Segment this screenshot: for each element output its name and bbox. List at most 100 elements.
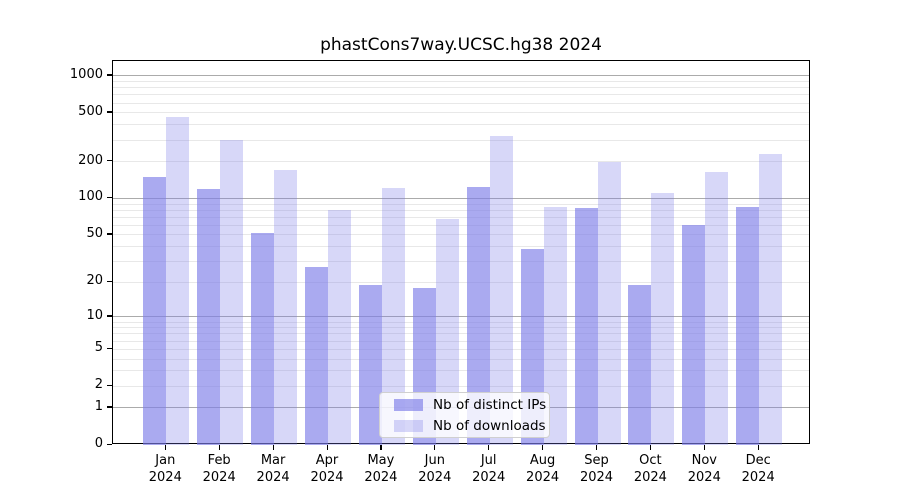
- bar-downloads-dec: [759, 153, 783, 445]
- y-tick-label-200: 200: [78, 152, 103, 168]
- bar-distinct-ips-nov: [682, 225, 706, 445]
- gridline-y-8: [113, 327, 809, 329]
- bar-distinct-ips-oct: [628, 284, 652, 445]
- gridline-y-3: [113, 370, 809, 372]
- x-tick-mark-jan: [164, 445, 166, 450]
- bar-downloads-may: [381, 187, 405, 445]
- gridline-y-6: [113, 340, 809, 342]
- bar-downloads-aug: [543, 207, 567, 445]
- bar-distinct-ips-mar: [251, 232, 275, 445]
- gridline-y-500: [113, 112, 809, 114]
- x-tick-label-jul: Jul 2024: [472, 453, 506, 485]
- gridline-y-100: [113, 197, 809, 199]
- gridline-y-9: [113, 321, 809, 323]
- x-tick-mark-jul: [488, 445, 490, 450]
- chart-title: phastCons7way.UCSC.hg38 2024: [320, 35, 602, 55]
- y-tick-mark-5: [107, 347, 112, 349]
- x-tick-label-may: May 2024: [364, 453, 398, 485]
- bar-downloads-apr: [328, 210, 351, 445]
- x-tick-label-aug: Aug 2024: [526, 453, 560, 485]
- x-tick-mark-aug: [542, 445, 544, 450]
- gridline-y-1000: [113, 75, 809, 77]
- x-tick-mark-nov: [703, 445, 705, 450]
- legend: Nb of distinct IPs Nb of downloads: [379, 392, 550, 438]
- x-tick-label-feb: Feb 2024: [202, 453, 236, 485]
- gridline-y-20: [113, 281, 809, 283]
- gridline-y-300: [113, 139, 809, 141]
- y-tick-label-5: 5: [94, 340, 103, 356]
- x-tick-mark-sep: [596, 445, 598, 450]
- gridline-y-2: [113, 385, 809, 387]
- gridline-y-4: [113, 358, 809, 360]
- x-tick-mark-oct: [649, 445, 652, 450]
- x-tick-label-dec: Dec 2024: [741, 453, 775, 485]
- y-tick-mark-200: [107, 160, 112, 162]
- y-tick-mark-1000: [107, 74, 112, 76]
- y-tick-mark-500: [107, 111, 112, 113]
- bar-downloads-feb: [220, 140, 244, 445]
- bar-downloads-nov: [705, 171, 729, 445]
- y-tick-mark-1: [107, 406, 112, 408]
- x-tick-label-apr: Apr 2024: [310, 453, 344, 485]
- x-tick-label-mar: Mar 2024: [256, 453, 290, 485]
- bar-distinct-ips-jul: [466, 186, 490, 445]
- legend-label-downloads: Nb of downloads: [433, 417, 546, 434]
- x-tick-label-nov: Nov 2024: [687, 453, 721, 485]
- gridline-y-400: [113, 124, 809, 126]
- y-tick-label-50: 50: [86, 225, 103, 241]
- x-tick-mark-feb: [218, 445, 220, 450]
- y-tick-label-20: 20: [86, 273, 103, 289]
- x-tick-label-jun: Jun 2024: [418, 453, 452, 485]
- bar-downloads-jun: [435, 218, 459, 445]
- gridline-y-5: [113, 348, 809, 350]
- gridline-y-800: [113, 87, 809, 89]
- legend-swatch-downloads: [394, 419, 423, 432]
- bar-downloads-jul: [489, 135, 513, 445]
- y-tick-label-100: 100: [78, 189, 103, 205]
- bar-downloads-sep: [597, 161, 621, 445]
- gridline-y-700: [113, 94, 809, 96]
- plot-area: [112, 60, 810, 445]
- x-tick-mark-apr: [326, 445, 328, 450]
- bar-distinct-ips-sep: [574, 207, 598, 445]
- gridline-y-90: [113, 203, 809, 205]
- bar-distinct-ips-dec: [736, 207, 760, 445]
- gridline-y-60: [113, 224, 809, 226]
- bar-distinct-ips-jan: [143, 176, 167, 445]
- y-tick-mark-2: [107, 384, 112, 386]
- x-tick-label-jan: Jan 2024: [148, 453, 182, 485]
- x-tick-mark-mar: [272, 445, 274, 450]
- x-tick-mark-jun: [434, 445, 436, 450]
- y-tick-label-500: 500: [78, 103, 103, 119]
- y-tick-label-1000: 1000: [69, 66, 103, 82]
- x-tick-mark-dec: [757, 445, 759, 450]
- y-tick-mark-100: [107, 196, 112, 199]
- legend-item-distinct-ips: Nb of distinct IPs: [387, 397, 546, 413]
- gridline-y-7: [113, 333, 809, 335]
- x-tick-label-sep: Sep 2024: [579, 453, 614, 485]
- legend-label-distinct-ips: Nb of distinct IPs: [433, 396, 547, 413]
- gridline-y-10: [113, 316, 809, 318]
- y-tick-mark-0: [107, 443, 112, 445]
- bar-distinct-ips-feb: [197, 188, 221, 445]
- gridline-y-600: [113, 102, 809, 104]
- y-tick-mark-50: [107, 233, 112, 235]
- gridline-y-70: [113, 216, 809, 218]
- y-tick-label-0: 0: [94, 436, 103, 451]
- y-tick-label-2: 2: [94, 377, 103, 393]
- x-tick-label-oct: Oct 2024: [633, 453, 667, 485]
- bar-downloads-jan: [166, 117, 190, 445]
- bar-distinct-ips-apr: [305, 266, 328, 445]
- gridline-y-200: [113, 161, 809, 163]
- legend-item-downloads: Nb of downloads: [387, 418, 546, 434]
- bar-distinct-ips-may: [358, 284, 382, 445]
- bar-downloads-mar: [274, 170, 298, 445]
- y-tick-label-1: 1: [94, 398, 103, 414]
- gridline-y-40: [113, 246, 809, 248]
- y-tick-mark-20: [107, 280, 112, 283]
- gridline-y-80: [113, 209, 809, 211]
- legend-swatch-distinct-ips: [394, 398, 423, 411]
- bar-downloads-oct: [651, 193, 675, 445]
- gridline-y-900: [113, 81, 809, 83]
